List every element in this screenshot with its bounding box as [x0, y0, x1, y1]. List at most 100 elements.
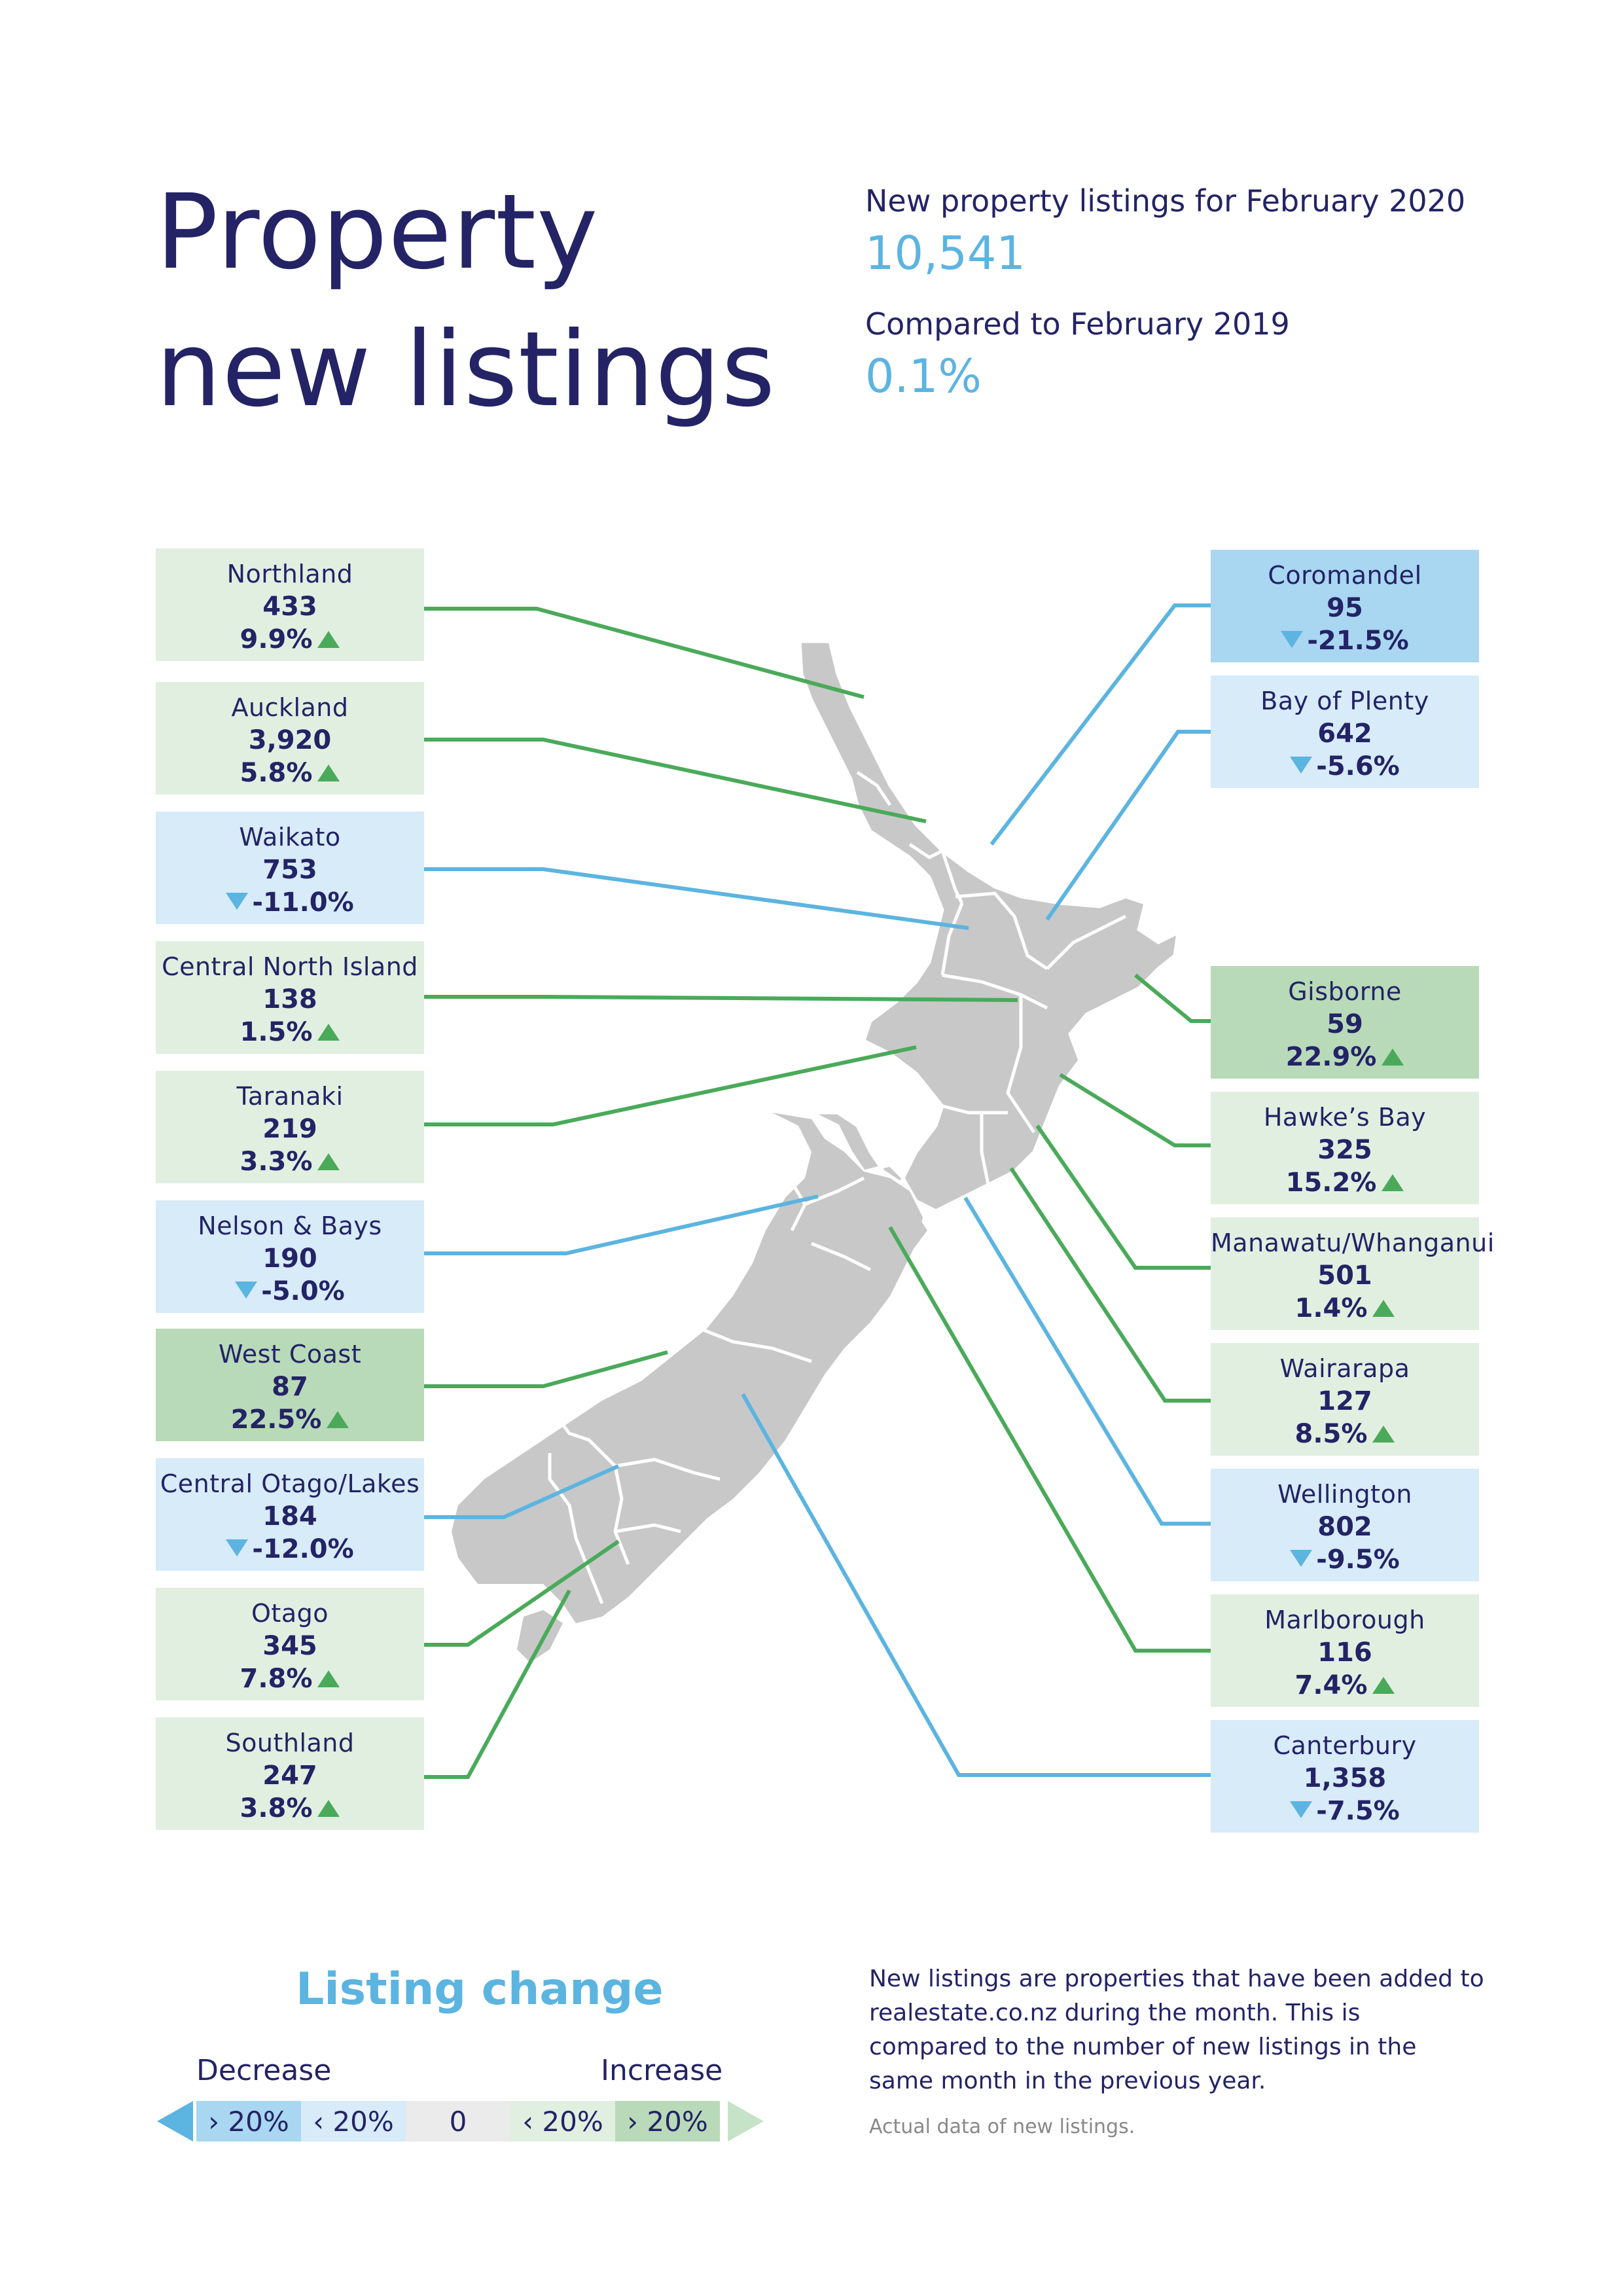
triangle-down-icon [226, 893, 249, 910]
region-change: 5.8% [156, 757, 424, 789]
region-change-value: -11.0% [252, 888, 354, 918]
connector-line-central-otago-lakes [424, 1464, 620, 1519]
region-listings: 802 [1317, 1512, 1372, 1542]
region-name: Central Otago/Lakes [160, 1469, 420, 1498]
region-change-value: -5.6% [1316, 751, 1400, 781]
region-box-bay-of-plenty: Bay of Plenty 642 -5.6% [1211, 675, 1479, 788]
region-listings: 184 [262, 1501, 317, 1532]
connector-line-gisborne [1134, 973, 1211, 1023]
region-change: -11.0% [156, 886, 424, 919]
region-box-waikato: Waikato 753 -11.0% [156, 812, 424, 924]
region-name: Central North Island [162, 952, 418, 981]
region-listings: 642 [1317, 719, 1372, 749]
region-change: 3.3% [156, 1145, 424, 1178]
triangle-up-icon [317, 1153, 340, 1170]
page-title-line1: Property [156, 172, 599, 293]
triangle-down-icon [226, 1539, 249, 1556]
region-change-value: 1.4% [1294, 1293, 1368, 1323]
region-change: 8.5% [1211, 1418, 1479, 1450]
page-title-line2: new listings [156, 310, 776, 430]
region-name: West Coast [218, 1340, 362, 1369]
region-listings: 219 [262, 1114, 317, 1144]
region-change-value: -9.5% [1316, 1545, 1400, 1575]
region-name: Otago [251, 1599, 329, 1628]
region-listings: 95 [1327, 593, 1363, 623]
listings-label: New property listings for February 2020 [865, 183, 1466, 219]
compare-label: Compared to February 2019 [865, 306, 1290, 342]
region-change-value: 15.2% [1285, 1168, 1377, 1198]
region-box-manawatu-whanganui: Manawatu/Whanganui 501 1.4% [1211, 1217, 1494, 1330]
region-change: 9.9% [156, 623, 424, 656]
region-listings: 190 [262, 1244, 317, 1274]
region-change-value: 3.8% [240, 1793, 313, 1823]
connector-line-southland [424, 1589, 571, 1779]
connector-line-otago [424, 1539, 620, 1647]
triangle-up-icon [327, 1411, 349, 1428]
compare-value: 0.1% [865, 350, 982, 403]
region-box-gisborne: Gisborne 59 22.9% [1211, 966, 1479, 1079]
region-listings: 87 [272, 1372, 308, 1402]
connector-line-northland [424, 607, 865, 699]
region-box-nelson-bays: Nelson & Bays 190 -5.0% [156, 1200, 424, 1313]
listings-value: 10,541 [865, 226, 1026, 280]
region-change: 15.2% [1211, 1166, 1479, 1199]
region-box-hawke-s-bay: Hawke’s Bay 325 15.2% [1211, 1092, 1479, 1204]
triangle-up-icon [1382, 1049, 1404, 1066]
region-name: Wairarapa [1279, 1354, 1410, 1383]
region-change: 22.5% [156, 1403, 424, 1436]
connector-line-bay-of-plenty [1045, 730, 1211, 921]
legend-segment-strong-increase: › 20% [615, 2101, 720, 2142]
region-change-value: -12.0% [252, 1534, 354, 1564]
connector-line-marlborough [888, 1226, 1211, 1653]
triangle-up-icon [317, 1670, 340, 1687]
connector-line-canterbury [741, 1393, 1211, 1777]
region-change-value: 22.5% [230, 1405, 322, 1435]
region-name: Waikato [239, 823, 341, 852]
region-change-value: 7.4% [1294, 1670, 1368, 1700]
region-name: Marlborough [1264, 1605, 1425, 1634]
triangle-up-icon [1372, 1677, 1395, 1694]
region-name: Gisborne [1288, 977, 1402, 1006]
region-change-value: -5.0% [261, 1276, 345, 1306]
connector-lines [424, 603, 1211, 1779]
region-change: 1.5% [156, 1016, 424, 1049]
triangle-up-icon [1372, 1300, 1395, 1317]
legend-segment-neutral: 0 [406, 2101, 510, 2142]
region-listings: 247 [262, 1761, 317, 1791]
region-box-southland: Southland 247 3.8% [156, 1717, 424, 1830]
region-listings: 127 [1317, 1386, 1372, 1416]
region-change: -5.0% [156, 1275, 424, 1308]
triangle-up-icon [317, 1800, 340, 1817]
page-title: Property new listings [156, 164, 776, 439]
legend-decrease-label: Decrease [196, 2054, 332, 2087]
region-box-auckland: Auckland 3,920 5.8% [156, 682, 424, 795]
region-listings: 501 [1317, 1261, 1372, 1291]
footnote: Actual data of new listings. [869, 2115, 1135, 2138]
region-name: Taranaki [236, 1082, 344, 1111]
region-box-central-north-island: Central North Island 138 1.5% [156, 941, 424, 1054]
triangle-down-icon [1290, 757, 1313, 774]
region-change: -12.0% [156, 1533, 424, 1566]
legend-title: Listing change [296, 1964, 664, 2015]
region-name: Northland [226, 560, 353, 588]
region-box-wairarapa: Wairarapa 127 8.5% [1211, 1343, 1479, 1456]
region-listings: 116 [1317, 1638, 1372, 1668]
region-box-wellington: Wellington 802 -9.5% [1211, 1469, 1479, 1581]
triangle-up-icon [1372, 1426, 1395, 1443]
region-box-marlborough: Marlborough 116 7.4% [1211, 1594, 1479, 1707]
connector-line-wellington [963, 1196, 1211, 1526]
connector-line-manawatu-whanganui [1035, 1124, 1211, 1270]
region-change: -7.5% [1211, 1795, 1479, 1827]
south-island-borders [548, 1151, 872, 1604]
legend-segment-decrease: ‹ 20% [301, 2101, 406, 2142]
region-change: 7.8% [156, 1662, 424, 1695]
region-change: -5.6% [1211, 750, 1479, 783]
connector-line-coromandel [990, 603, 1211, 846]
region-change: 22.9% [1211, 1041, 1479, 1073]
region-box-northland: Northland 433 9.9% [156, 548, 424, 661]
region-listings: 3,920 [248, 725, 332, 755]
triangle-up-icon [317, 631, 340, 648]
region-change-value: -21.5% [1307, 626, 1409, 656]
connector-line-nelson-bays [424, 1194, 819, 1255]
